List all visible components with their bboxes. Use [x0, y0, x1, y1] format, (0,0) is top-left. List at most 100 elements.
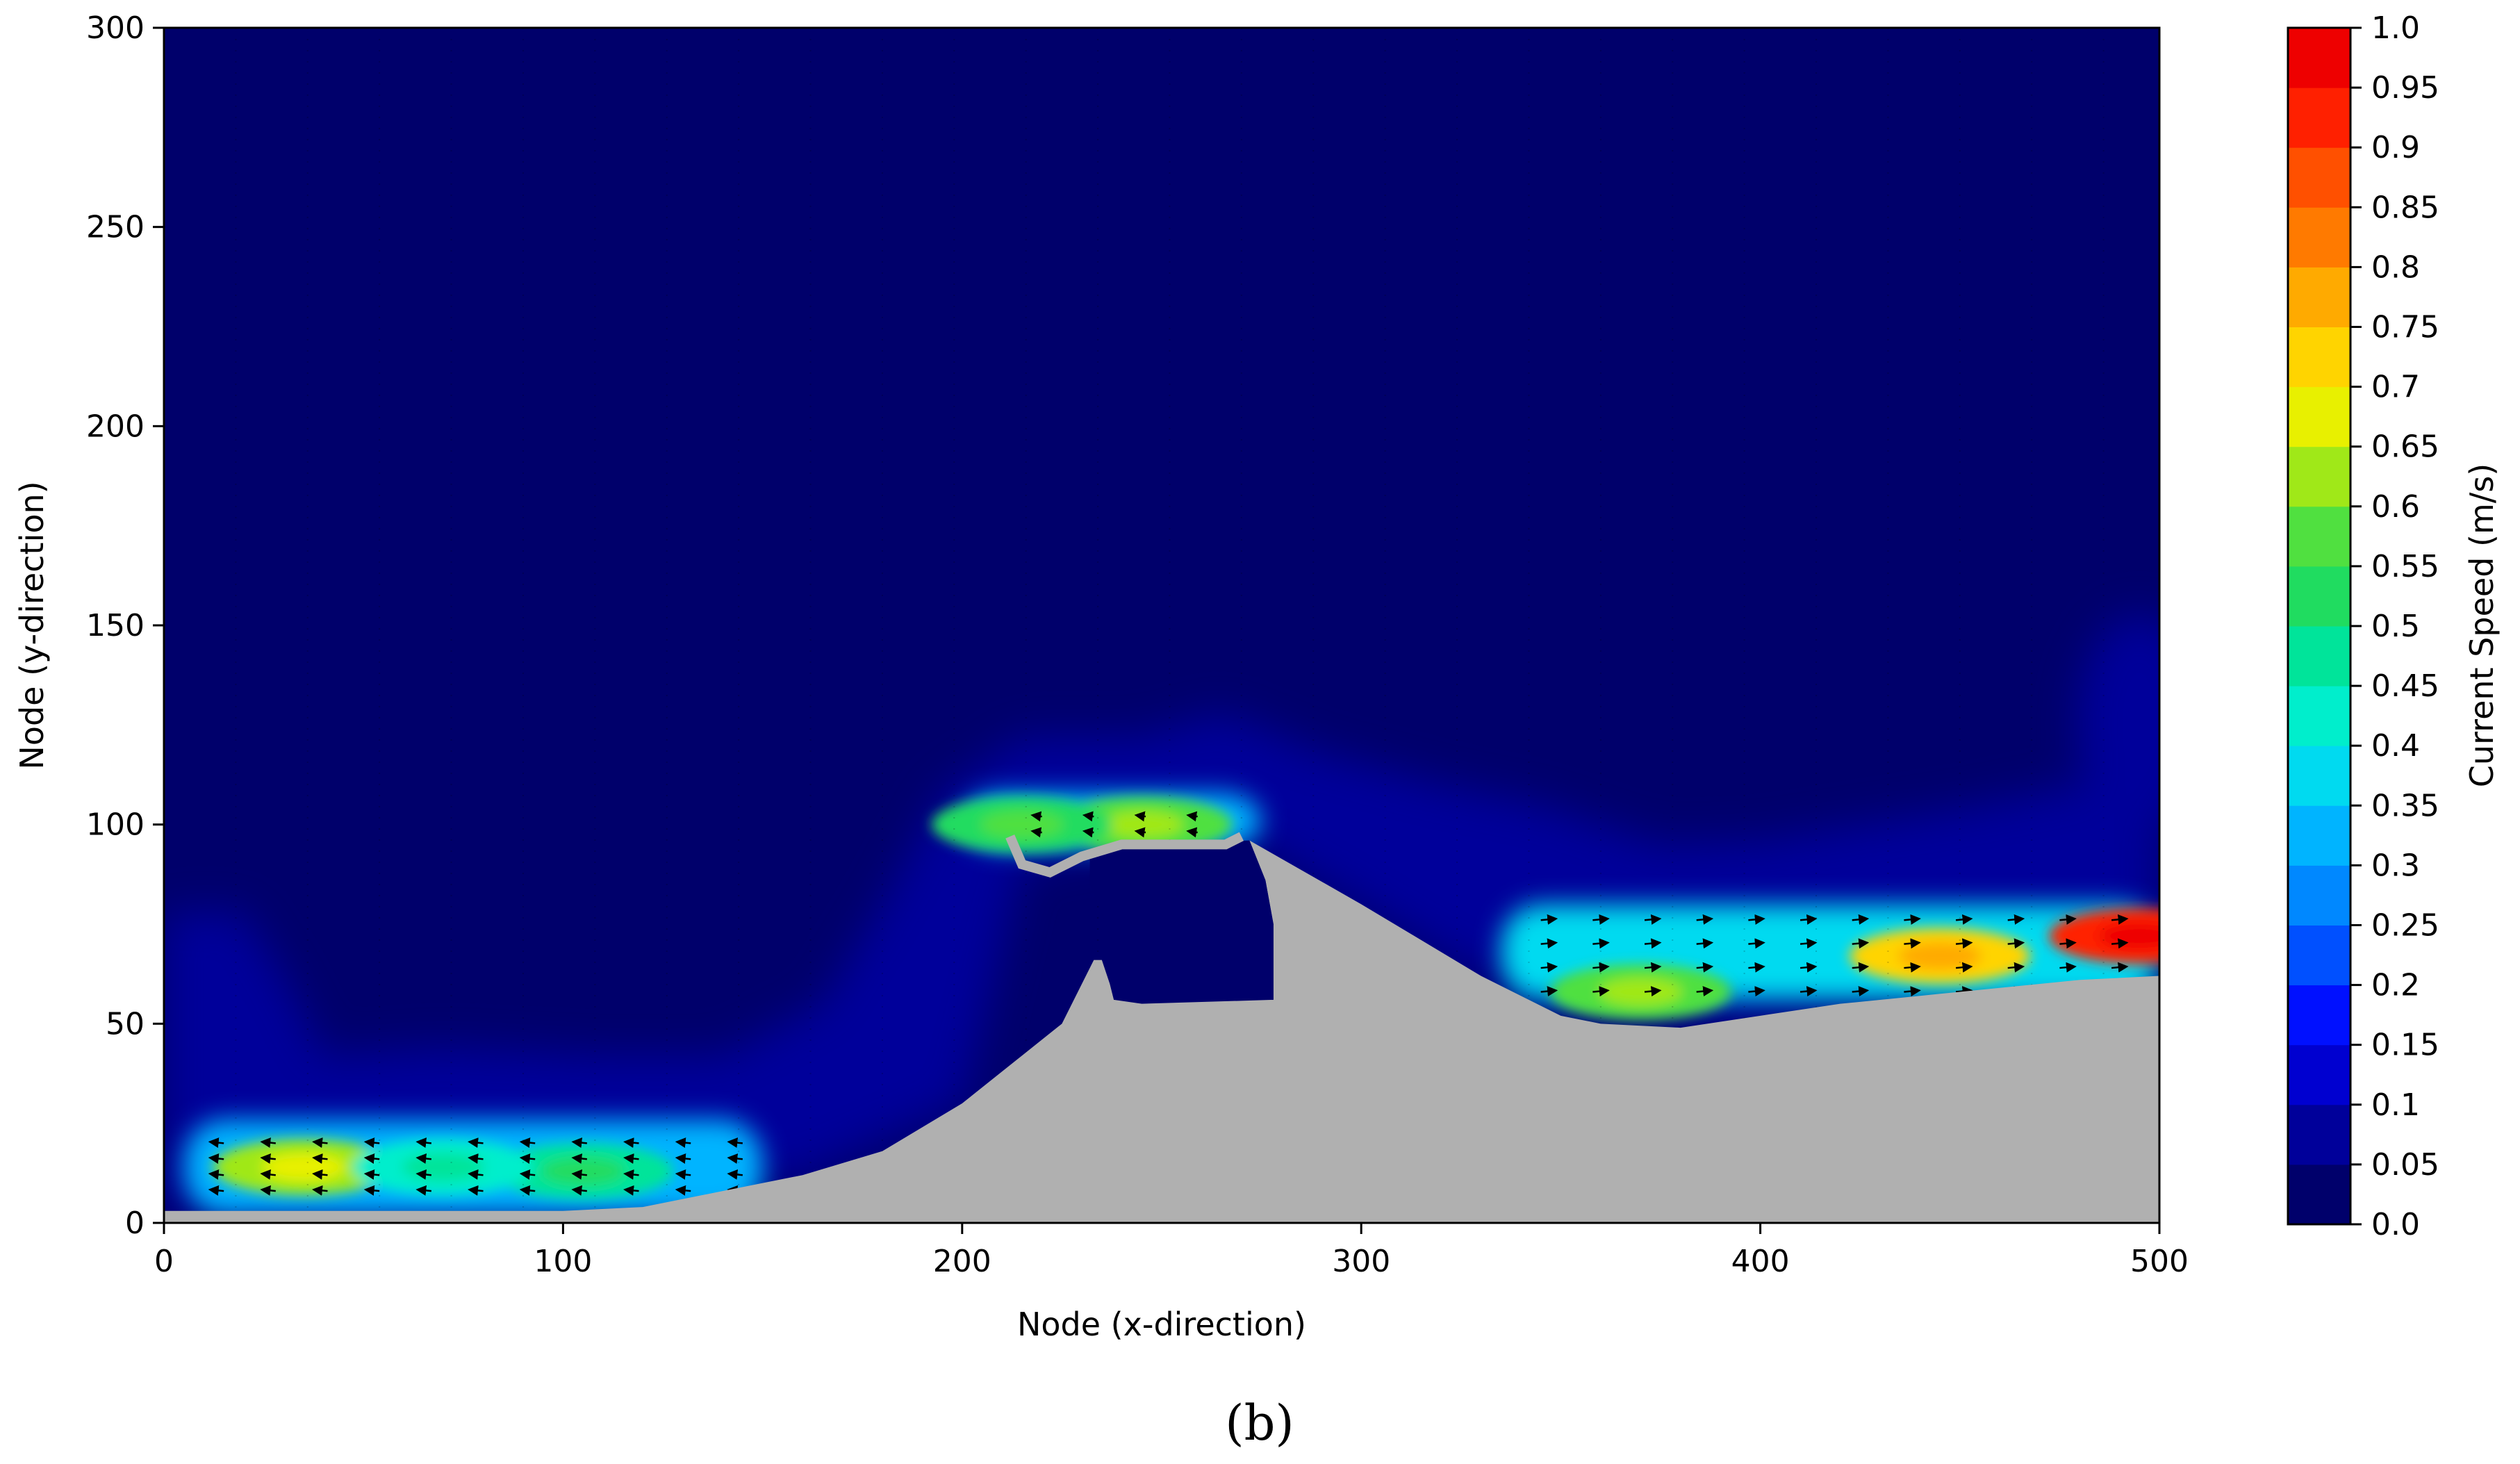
- velocity-arrow: [1955, 938, 1973, 949]
- y-tick-label: 100: [86, 807, 145, 843]
- velocity-arrow: [1082, 827, 1094, 838]
- colorbar-bin: [2288, 985, 2350, 1046]
- colorbar-tick-label: 0.3: [2371, 848, 2420, 883]
- velocity-arrow: [1955, 986, 1973, 997]
- velocity-arrow: [675, 1169, 691, 1180]
- speed-core: [2098, 922, 2159, 951]
- y-tick-label: 300: [86, 10, 145, 46]
- velocity-arrow: [1186, 827, 1198, 838]
- velocity-arrow: [1800, 938, 1818, 949]
- velocity-arrow: [312, 1153, 328, 1164]
- colorbar-bin: [2288, 1164, 2350, 1225]
- velocity-arrow: [1592, 914, 1610, 925]
- velocity-arrow: [1800, 914, 1818, 925]
- velocity-arrow: [208, 1185, 224, 1196]
- velocity-arrow: [1904, 914, 1921, 925]
- velocity-arrow: [1644, 938, 1662, 949]
- colorbar-tick-label: 0.55: [2371, 549, 2439, 584]
- velocity-arrow: [2059, 914, 2077, 925]
- velocity-arrow: [727, 1137, 743, 1149]
- x-axis-title: Node (x-direction): [1017, 1306, 1306, 1343]
- velocity-arrow: [1186, 811, 1198, 822]
- plot-area: [163, 26, 2161, 1224]
- velocity-arrow: [1748, 914, 1765, 925]
- velocity-arrow: [312, 1137, 328, 1149]
- velocity-arrow: [2111, 962, 2129, 973]
- velocity-arrow: [1955, 914, 1973, 925]
- velocity-arrow: [260, 1185, 276, 1196]
- y-axis: 0 50 100 150 200 250 300: [86, 10, 164, 1241]
- colorbar-tick-label: 0.85: [2371, 190, 2439, 225]
- velocity-arrow: [2007, 938, 2025, 949]
- colorbar-bin: [2288, 746, 2350, 806]
- velocity-arrows: [208, 811, 2129, 1196]
- x-tick-label: 100: [534, 1244, 592, 1279]
- velocity-arrow: [675, 1185, 691, 1196]
- velocity-arrow: [623, 1185, 639, 1196]
- speed-hot-layer: [213, 796, 2159, 1199]
- velocity-arrow: [363, 1169, 380, 1180]
- colorbar-tick-label: 0.6: [2371, 489, 2420, 525]
- colorbar-bin: [2288, 147, 2350, 208]
- harbour-basin: [1089, 840, 1274, 1000]
- velocity-arrow: [1800, 986, 1818, 997]
- colorbar-bin: [2288, 28, 2350, 88]
- velocity-arrow: [623, 1153, 639, 1164]
- y-tick-label: 250: [86, 210, 145, 245]
- velocity-arrow: [519, 1137, 536, 1149]
- velocity-arrow: [1904, 986, 1921, 997]
- colorbar-tick-label: 1.0: [2371, 10, 2420, 46]
- colorbar-tick-label: 0.1: [2371, 1087, 2420, 1123]
- velocity-arrow: [727, 1153, 743, 1164]
- colorbar-tick-label: 0.25: [2371, 908, 2439, 944]
- velocity-arrow: [519, 1153, 536, 1164]
- x-tick-label: 300: [1332, 1244, 1390, 1279]
- velocity-arrow: [1030, 827, 1042, 838]
- colorbar-tick-label: 0.45: [2371, 668, 2439, 704]
- velocity-arrow: [468, 1137, 484, 1149]
- velocity-arrow: [1852, 962, 1870, 973]
- velocity-arrow: [1540, 986, 1558, 997]
- speed-core: [980, 810, 1064, 839]
- colorbar-tick-label: 0.2: [2371, 968, 2420, 1003]
- velocity-arrow: [519, 1169, 536, 1180]
- colorbar-tick-label: 0.8: [2371, 249, 2420, 285]
- velocity-arrow: [2007, 962, 2025, 973]
- breakwater: [1005, 832, 1244, 878]
- velocity-arrow: [1904, 962, 1921, 973]
- x-axis: 0 100 200 300 400 500: [154, 1223, 2189, 1279]
- velocity-arrow: [415, 1137, 431, 1149]
- colorbar-title: Current Speed (m/s): [2463, 463, 2501, 787]
- velocity-arrow: [727, 1169, 743, 1180]
- x-tick-label: 500: [2130, 1244, 2189, 1279]
- speed-core: [1599, 978, 1683, 1006]
- y-tick-label: 150: [86, 608, 145, 643]
- velocity-arrow: [1644, 962, 1662, 973]
- colorbar-tick-label: 0.7: [2371, 370, 2420, 405]
- colorbar-bin: [2288, 327, 2350, 388]
- y-tick-label: 200: [86, 409, 145, 444]
- velocity-arrow: [623, 1137, 639, 1149]
- velocity-arrow: [260, 1153, 276, 1164]
- velocity-arrow: [468, 1185, 484, 1196]
- velocity-arrow: [1748, 938, 1765, 949]
- colorbar-tick-label: 0.15: [2371, 1028, 2439, 1063]
- velocity-arrow: [1592, 962, 1610, 973]
- velocity-arrow: [571, 1169, 587, 1180]
- colorbar-tick-label: 0.5: [2371, 609, 2420, 644]
- velocity-arrow: [363, 1153, 380, 1164]
- velocity-arrow: [1540, 914, 1558, 925]
- velocity-arrow: [1644, 914, 1662, 925]
- colorbar-tick-label: 0.9: [2371, 130, 2420, 165]
- velocity-arrow: [468, 1169, 484, 1180]
- velocity-arrow: [2059, 962, 2077, 973]
- land-area: [164, 840, 2159, 1223]
- velocity-arrow: [2111, 914, 2129, 925]
- velocity-arrow: [1540, 962, 1558, 973]
- speed-core: [541, 1157, 625, 1185]
- speed-core: [1898, 941, 1982, 970]
- velocity-arrow: [1540, 938, 1558, 949]
- y-tick-label: 0: [125, 1206, 145, 1241]
- velocity-arrow: [571, 1137, 587, 1149]
